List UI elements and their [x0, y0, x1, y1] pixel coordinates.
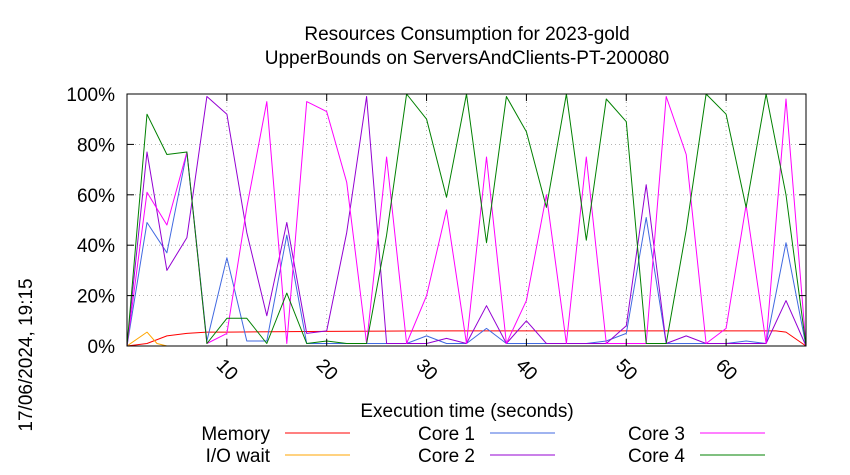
legend-label-core-2: Core 2 — [418, 446, 475, 467]
y-tick-label: 20% — [77, 287, 115, 308]
legend-label-core-3: Core 3 — [628, 424, 685, 445]
series-lines — [126, 93, 807, 347]
y-tick-label: 40% — [77, 236, 115, 257]
series-line-core-3 — [126, 96, 807, 347]
x-tick-label: 60 — [711, 355, 741, 385]
y-tick-label: 60% — [77, 186, 115, 207]
legend-label-memory: Memory — [201, 424, 270, 445]
legend-label-core-4: Core 4 — [628, 446, 685, 467]
chart-title: Resources Consumption for 2023-gold — [304, 24, 629, 45]
x-tick-label: 20 — [312, 355, 342, 385]
legend-label-i-o-wait: I/O wait — [206, 446, 271, 467]
x-axis-label: Execution time (seconds) — [360, 401, 573, 422]
x-tick-label: 40 — [511, 355, 541, 385]
series-line-memory — [126, 330, 807, 347]
y-tick-label: 100% — [66, 85, 115, 106]
y-tick-label: 0% — [88, 337, 116, 358]
y-tick-label: 80% — [77, 135, 115, 156]
plot-frame — [126, 93, 807, 347]
x-tick-label: 50 — [611, 355, 641, 385]
series-line-core-1 — [126, 151, 807, 347]
timestamp-label: 17/06/2024, 19:15 — [16, 278, 37, 431]
x-tick-label: 10 — [212, 355, 242, 385]
series-line-core-4 — [126, 93, 807, 347]
series-line-core-2 — [126, 96, 807, 347]
x-tick-label: 30 — [412, 355, 442, 385]
legend-label-core-1: Core 1 — [418, 424, 475, 445]
grid-lines — [127, 94, 806, 346]
chart-subtitle: UpperBounds on ServersAndClients-PT-2000… — [265, 48, 670, 69]
